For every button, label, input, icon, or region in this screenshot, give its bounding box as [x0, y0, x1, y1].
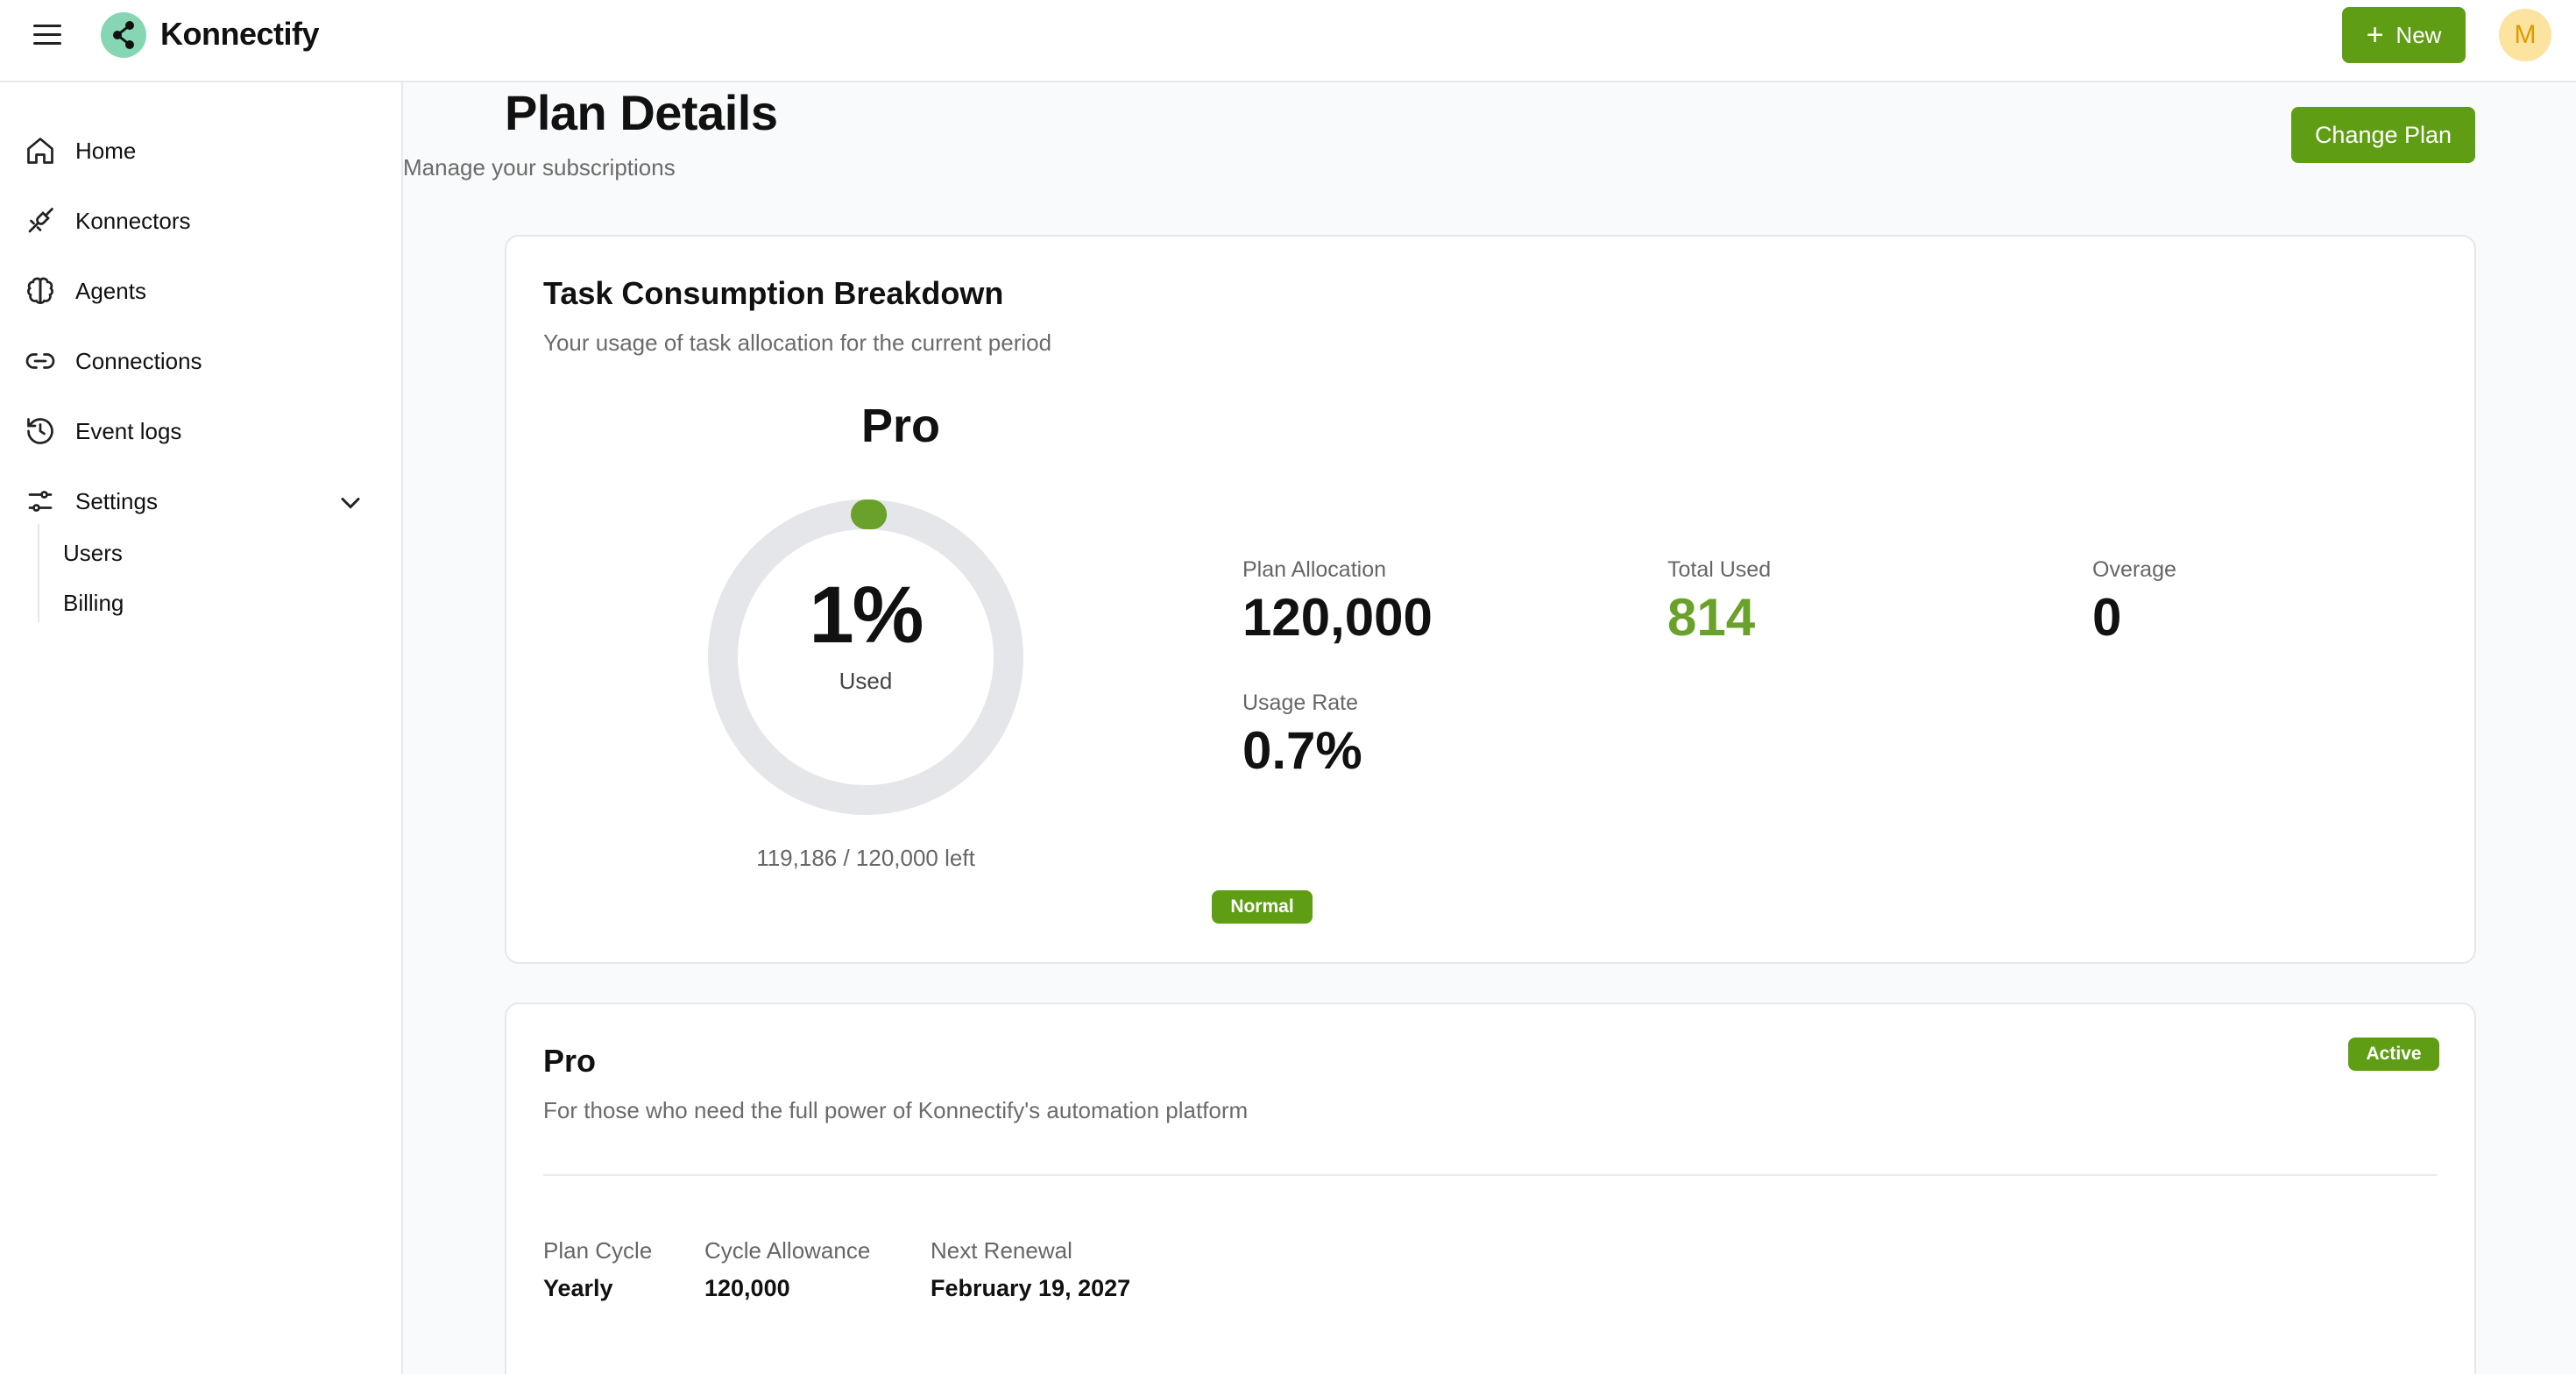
status-badge: Normal: [1212, 890, 1313, 924]
avatar[interactable]: M: [2499, 9, 2551, 61]
plan-status-badge: Active: [2348, 1038, 2439, 1071]
gauge-plan-name: Pro: [860, 400, 941, 452]
usage-rate-value: 0.7%: [1242, 721, 1362, 780]
page-subtitle: Manage your subscriptions: [403, 154, 676, 181]
next-renewal-value: February 19, 2027: [931, 1275, 1131, 1301]
plug-icon: [28, 208, 53, 233]
sidebar-item-home[interactable]: Home: [25, 126, 384, 175]
change-plan-button[interactable]: Change Plan: [2291, 107, 2475, 163]
remaining-text: 119,186 / 120,000 left: [756, 845, 975, 871]
gauge-caption: Used: [839, 668, 893, 694]
sidebar-item-konnectors[interactable]: Konnectors: [25, 196, 384, 245]
settings-subnav-line: [38, 524, 39, 622]
plan-description: For those who need the full power of Kon…: [543, 1097, 1249, 1123]
sidebar-item-label: Home: [75, 137, 137, 164]
plan-card: Pro For those who need the full power of…: [505, 1002, 2476, 1374]
plan-allocation-label: Plan Allocation: [1242, 557, 1387, 582]
plan-cycle-label: Plan Cycle: [543, 1237, 653, 1264]
total-used-label: Total Used: [1667, 557, 1772, 582]
card-description: Your usage of task allocation for the cu…: [543, 329, 1052, 356]
app-name[interactable]: Konnectify: [160, 16, 320, 52]
top-bar: Konnectify + New M: [0, 0, 2576, 82]
cycle-allowance-value: 120,000: [704, 1275, 790, 1301]
plan-allocation-value: 120,000: [1242, 588, 1433, 647]
cycle-allowance-label: Cycle Allowance: [704, 1237, 871, 1264]
sidebar-item-label: Event logs: [75, 417, 182, 444]
page-title: Plan Details: [505, 85, 778, 140]
chevron-down-icon[interactable]: [335, 487, 366, 519]
divider: [543, 1174, 2438, 1176]
sidebar-item-event-logs[interactable]: Event logs: [25, 407, 384, 456]
history-icon: [27, 418, 53, 444]
sidebar-item-settings[interactable]: Settings: [25, 477, 384, 526]
logo-icon[interactable]: [101, 12, 146, 58]
home-icon: [27, 138, 53, 164]
sliders-icon: [28, 491, 53, 512]
sidebar-item-label: Konnectors: [75, 207, 191, 234]
link-icon: [25, 353, 55, 369]
main-content: Plan Details Manage your subscriptions C…: [403, 82, 2576, 1374]
overage-label: Overage: [2092, 557, 2176, 582]
total-used-value: 814: [1667, 588, 1756, 647]
next-renewal-label: Next Renewal: [931, 1237, 1072, 1264]
sidebar-item-billing[interactable]: Billing: [63, 590, 124, 616]
sidebar-item-label: Connections: [75, 347, 202, 374]
sidebar-item-users[interactable]: Users: [63, 540, 123, 566]
sidebar-item-agents[interactable]: Agents: [25, 266, 384, 315]
new-button-label: New: [2396, 21, 2442, 48]
new-button[interactable]: + New: [2342, 7, 2466, 63]
card-title: Task Consumption Breakdown: [543, 275, 1004, 311]
usage-gauge: [708, 499, 1023, 815]
gauge-percent: 1%: [809, 570, 924, 660]
menu-icon[interactable]: [33, 25, 61, 46]
plus-icon: +: [2366, 18, 2384, 52]
usage-rate-label: Usage Rate: [1242, 691, 1359, 715]
sidebar-item-label: Settings: [75, 487, 158, 514]
sidebar-item-connections[interactable]: Connections: [25, 336, 384, 386]
sidebar: Home Konnectors Agents Connections Event…: [0, 82, 403, 1374]
sidebar-item-label: Agents: [75, 277, 146, 304]
brain-icon: [27, 277, 53, 304]
plan-name: Pro: [543, 1043, 597, 1079]
task-consumption-card: Task Consumption Breakdown Your usage of…: [505, 235, 2476, 964]
overage-value: 0: [2092, 588, 2122, 647]
plan-cycle-value: Yearly: [543, 1275, 613, 1301]
